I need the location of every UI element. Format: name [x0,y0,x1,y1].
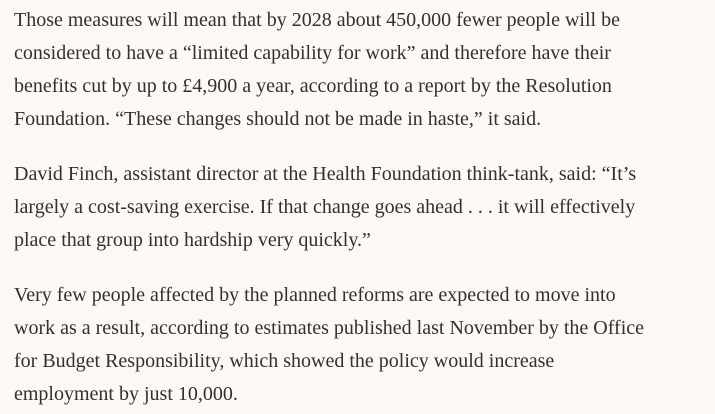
text-line: largely a cost-saving exercise. If that … [14,196,636,218]
text-line: Foundation. “These changes should not be… [14,108,542,130]
text-line: employment by just 10,000. [14,383,238,405]
text-line: place that group into hardship very quic… [14,229,371,251]
text-line: work as a result, according to estimates… [14,317,645,339]
text-line: Very few people affected by the planned … [14,284,616,306]
text-line: for Budget Responsibility, which showed … [14,350,555,372]
paragraph: Very few people affected by the planned … [14,279,715,411]
paragraph: David Finch, assistant director at the H… [14,158,715,257]
text-line: considered to have a “limited capability… [14,42,611,64]
paragraph: Those measures will mean that by 2028 ab… [14,4,715,136]
text-line: benefits cut by up to £4,900 a year, acc… [14,75,612,97]
text-line: Those measures will mean that by 2028 ab… [14,9,620,31]
text-line: David Finch, assistant director at the H… [14,163,637,185]
